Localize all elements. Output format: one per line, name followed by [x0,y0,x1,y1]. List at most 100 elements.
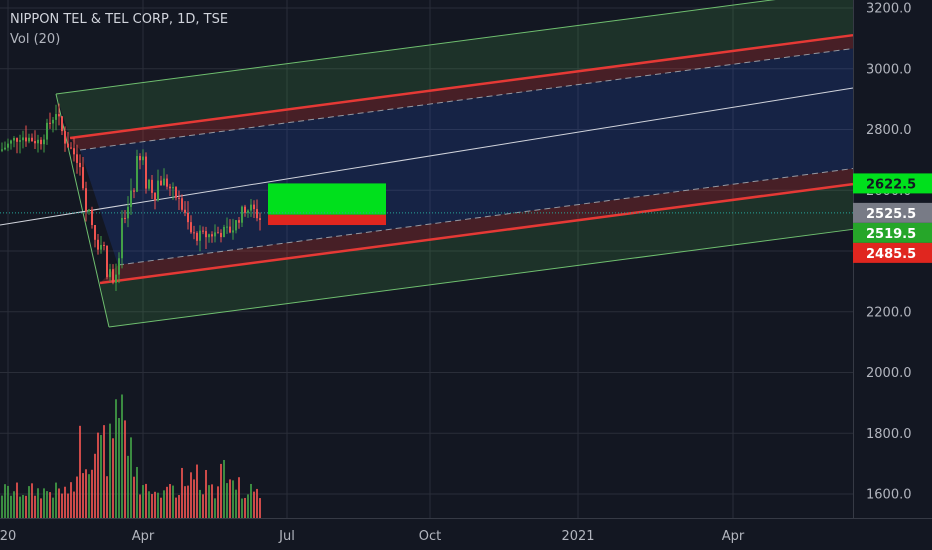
volume-bar [247,494,249,518]
price-axis-bg [853,0,932,550]
candle-body [64,131,66,144]
volume-bar [169,484,171,518]
volume-bar [58,488,60,518]
candle-body [205,231,207,238]
candles [1,103,261,292]
candle-body [181,198,183,210]
volume-bar [151,494,153,518]
time-axis-label: Oct [419,529,441,544]
candle-body [190,222,192,233]
candle-body [229,226,231,233]
candle-body [172,187,174,189]
pitchfork-red-bottom-line[interactable] [99,182,854,285]
long-position-tool[interactable] [268,183,386,226]
price-tag: 2622.5 [853,173,932,194]
volume-bar [145,483,147,518]
candle-body [37,139,39,144]
candle-body [199,230,201,241]
pitchfork-outer-bottom-line[interactable] [108,228,854,328]
pitchfork-red-top-line[interactable] [69,33,854,140]
price-tag-bg [853,173,932,194]
price-axis[interactable]: 3200.03000.02800.02600.02400.02200.02000… [853,0,932,550]
time-axis-label: 20 [0,529,16,544]
candle-body [196,232,198,241]
pitchfork-lines[interactable] [0,0,854,328]
candle-body [79,162,81,168]
time-axis-label: 2021 [561,529,594,544]
symbol-title[interactable]: NIPPON TEL & TEL CORP, 1D, TSE [10,12,229,27]
pitchfork-median-line[interactable] [0,87,854,226]
candle-body [193,232,195,234]
price-axis-label: 3200.0 [866,2,912,17]
price-axis-label: 1800.0 [866,427,912,442]
volume-bar [181,467,183,518]
candle-body [1,149,3,151]
candle-body [82,167,84,189]
candle-body [106,245,108,278]
candle-body [166,178,168,187]
candle-body [4,147,6,150]
candle-body [13,138,15,141]
candle-body [52,119,54,124]
candle-body [91,209,93,226]
price-axis-label: 2200.0 [866,305,912,320]
candle-body [133,190,135,192]
candle-body [127,206,129,219]
volume-bar [61,493,63,518]
candle-body [208,234,210,238]
volume-bar [106,476,108,518]
price-tag: 2485.5 [853,242,932,263]
volume-bar [208,485,210,518]
candle-body [223,226,225,238]
volume-bar [64,486,66,518]
pitchfork-outer-top-line[interactable] [55,0,853,95]
candle-body [259,218,261,220]
candle-body [136,156,138,192]
pitchfork-upper-red-zone [70,35,853,151]
candle-body [100,244,102,250]
volume-bar [52,497,54,518]
volume-bar [121,394,123,518]
candle-body [151,179,153,193]
position-target-zone[interactable] [268,183,386,215]
candle-body [109,269,111,278]
candle-body [169,186,171,189]
volume-bar [37,488,39,518]
price-axis-label: 3000.0 [866,62,912,77]
volume-bar [196,464,198,518]
volume-bars [1,394,261,518]
price-tag-label: 2525.5 [866,207,916,222]
price-tag-bg [853,242,932,263]
candle-body [67,143,69,148]
candle-body [244,206,246,213]
pitchfork-lower-zone [100,184,853,327]
candle-body [112,269,114,283]
volume-bar [25,495,27,518]
candle-body [148,179,150,189]
candle-body [7,143,9,148]
candle-body [16,138,18,142]
volume-bar [73,491,75,518]
volume-bar [31,483,33,518]
volume-bar [142,485,144,518]
volume-bar [94,453,96,518]
time-axis[interactable]: 20 Apr Jul Oct 2021 Apr [0,518,932,550]
volume-bar [91,469,93,518]
volume-bar [202,494,204,518]
volume-bar [205,469,207,518]
pitchfork-upper-zone [56,0,853,138]
volume-bar [211,484,213,518]
volume-indicator-label[interactable]: Vol (20) [10,32,61,47]
candle-body [94,225,96,240]
candle-body [88,209,90,212]
volume-bar [70,482,72,518]
volume-bar [127,455,129,518]
volume-bar [88,474,90,518]
price-tag: 2519.5 [853,222,932,243]
candle-body [19,140,21,142]
position-stop-zone[interactable] [268,214,386,226]
candle-body [31,137,33,142]
pitchfork-dashed-bottom-line[interactable] [117,167,854,266]
candle-body [118,258,120,275]
